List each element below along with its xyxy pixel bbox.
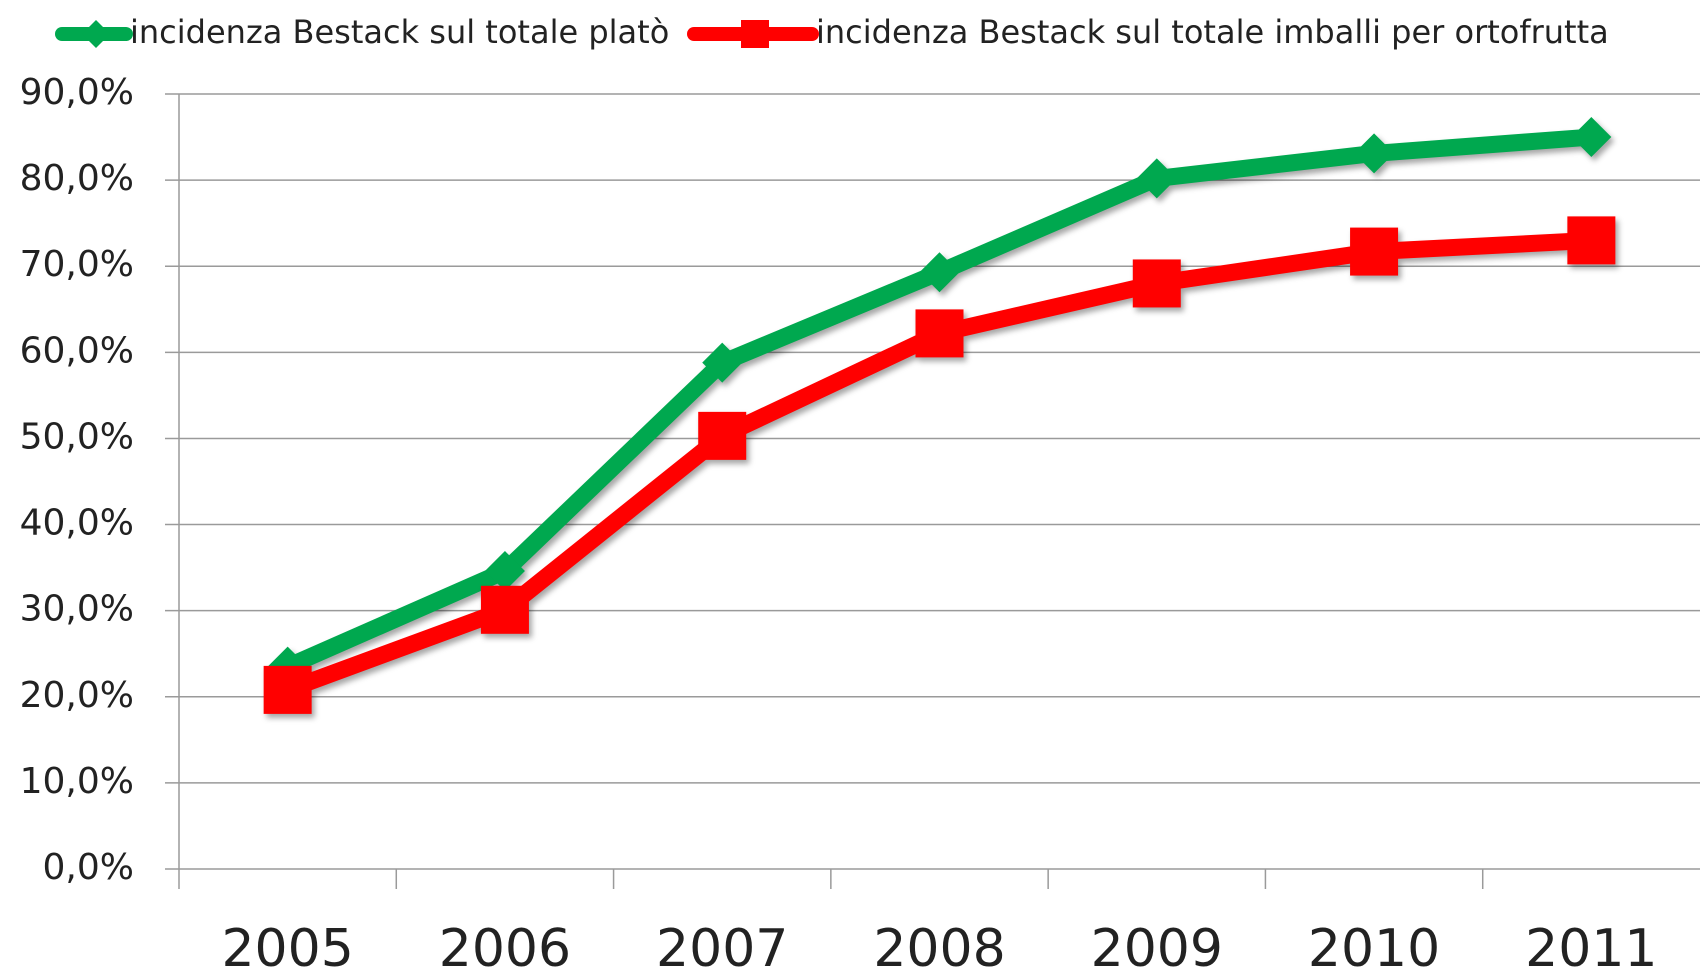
marker [1567, 216, 1616, 265]
series [267, 117, 1612, 687]
x-tick-label: 2007 [656, 919, 788, 976]
series [263, 216, 1616, 714]
marker [919, 252, 960, 293]
x-tick-label: 2008 [873, 919, 1005, 976]
y-tick-label: 30,0% [20, 589, 134, 630]
marker [1350, 227, 1399, 276]
x-tick-label: 2005 [221, 919, 353, 976]
y-tick-label: 10,0% [20, 761, 134, 802]
marker [484, 551, 525, 592]
marker [82, 20, 110, 48]
legend-label: incidenza Bestack sul totale imballi per… [816, 13, 1609, 51]
y-tick-label: 0,0% [43, 847, 134, 888]
marker [915, 309, 964, 358]
legend-label: incidenza Bestack sul totale platò [130, 13, 669, 51]
marker [263, 665, 312, 714]
y-tick-label: 90,0% [20, 72, 134, 113]
y-tick-label: 80,0% [20, 158, 134, 199]
y-tick-label: 60,0% [20, 330, 134, 371]
marker [698, 411, 747, 460]
marker [480, 585, 529, 634]
y-tick-label: 20,0% [20, 675, 134, 716]
x-tick-label: 2010 [1308, 919, 1440, 976]
marker [702, 342, 743, 383]
x-tick-label: 2006 [439, 919, 571, 976]
y-tick-label: 50,0% [20, 416, 134, 457]
marker [1132, 259, 1181, 308]
marker [741, 20, 769, 48]
marker [1136, 158, 1177, 199]
marker [1354, 133, 1395, 174]
marker [1571, 117, 1612, 158]
x-tick-label: 2011 [1525, 919, 1657, 976]
x-tick-label: 2009 [1091, 919, 1223, 976]
y-tick-label: 40,0% [20, 503, 134, 544]
y-tick-label: 70,0% [20, 244, 134, 285]
